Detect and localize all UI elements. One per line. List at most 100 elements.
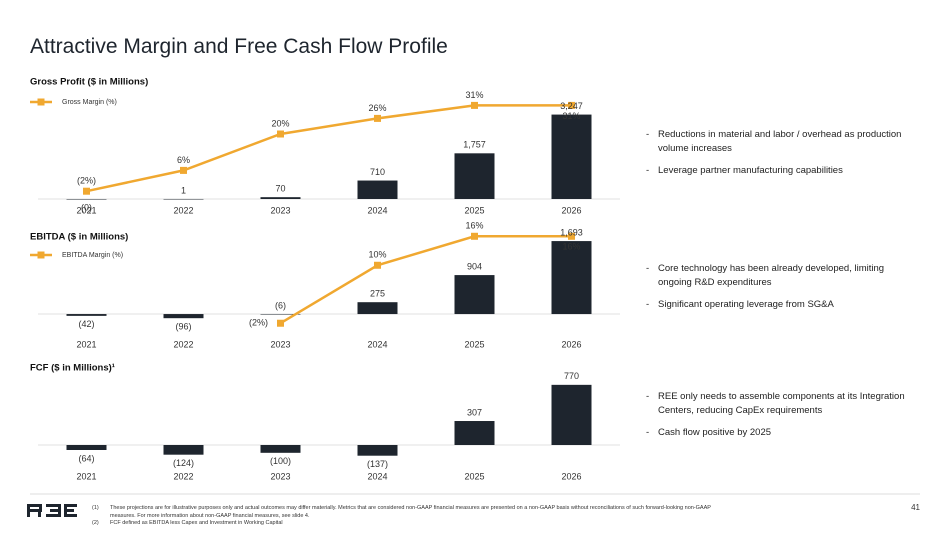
line-data-label: 10% — [368, 250, 386, 260]
line-marker — [374, 261, 381, 269]
x-tick-label: 2022 — [173, 205, 193, 215]
bullet-list: - Core technology has been already develo… — [646, 262, 916, 319]
line-marker — [471, 232, 478, 240]
line-data-label: 16% — [562, 242, 580, 252]
bullet-marker: - — [646, 298, 650, 310]
x-tick-label: 2025 — [464, 205, 484, 215]
bullet: - Reductions in material and labor / over… — [646, 128, 916, 156]
bar — [66, 445, 107, 450]
bar — [454, 421, 495, 445]
x-tick-label: 2023 — [270, 205, 290, 215]
line-data-label: 16% — [465, 221, 483, 231]
x-tick-label: 2025 — [464, 339, 484, 349]
bar — [260, 445, 301, 453]
x-tick-label: 2022 — [173, 471, 193, 481]
line-marker — [374, 114, 381, 122]
x-tick-label: 2026 — [561, 339, 581, 349]
line-marker — [277, 319, 284, 327]
data-label: 904 — [467, 261, 482, 271]
footnote-text: FCF defined as EBITDA less Capex and Inv… — [110, 520, 283, 527]
bar — [357, 302, 398, 315]
bullet-list: - REE only needs to assemble components a… — [646, 390, 916, 447]
data-label: 1 — [181, 185, 186, 195]
data-label: (64) — [78, 453, 94, 463]
line-marker — [568, 101, 575, 109]
line-marker — [277, 130, 284, 138]
data-label: (42) — [78, 319, 94, 329]
bar — [260, 314, 301, 315]
legend-label: Gross Margin (%) — [62, 99, 117, 106]
bar — [163, 314, 204, 319]
bullet-marker: - — [646, 391, 650, 402]
bar — [163, 198, 204, 200]
x-tick-label: 2025 — [464, 471, 484, 481]
bullet-text: Leverage partner manufacturing capabilit… — [658, 164, 843, 176]
line-marker — [83, 187, 90, 195]
bullet-text: Cash flow positive by 2025 — [658, 426, 772, 438]
line-data-label: 31% — [465, 90, 483, 100]
footnote: (1) These projections are for illustrativ… — [92, 505, 732, 520]
line — [86, 104, 572, 193]
data-label: 307 — [467, 407, 482, 417]
bullet-text: Core technology has been already develop… — [658, 263, 885, 288]
line-marker — [568, 232, 575, 240]
x-tick-label: 2024 — [367, 471, 387, 481]
x-tick-label: 2024 — [367, 205, 387, 215]
x-tick-label: 2026 — [561, 205, 581, 215]
x-tick-label: 2026 — [561, 471, 581, 481]
data-label: (137) — [367, 459, 388, 469]
bullet: - Core technology has been already develo… — [646, 262, 916, 290]
chart-title: FCF ($ in Millions)¹ — [30, 363, 115, 374]
x-tick-label: 2023 — [270, 339, 290, 349]
bullet-text: REE only needs to assemble components at… — [658, 391, 905, 416]
data-label: (96) — [175, 322, 191, 332]
legend-marker — [37, 98, 45, 106]
line-data-label: (2%) — [77, 176, 96, 186]
x-tick-label: 2024 — [367, 339, 387, 349]
legend-marker — [37, 251, 45, 259]
line-data-label: (2%) — [249, 318, 268, 328]
bar — [454, 275, 495, 315]
footnote-marker: (2) — [92, 520, 99, 527]
bar — [163, 445, 204, 455]
bar — [551, 241, 592, 315]
bar — [357, 445, 398, 456]
bar — [260, 197, 301, 199]
footnote: (2) FCF defined as EBITDA less Capex and … — [92, 520, 732, 528]
data-label: (124) — [173, 458, 194, 468]
data-label: (6) — [275, 300, 286, 310]
bullet-marker: - — [646, 129, 650, 140]
x-tick-label: 2021 — [76, 205, 96, 215]
legend-label: EBITDA Margin (%) — [62, 252, 123, 259]
bullet: - Significant operating leverage from SG&… — [646, 298, 916, 312]
data-label: 275 — [370, 289, 385, 299]
x-tick-label: 2022 — [173, 339, 193, 349]
x-tick-label: 2021 — [76, 471, 96, 481]
bar — [551, 384, 592, 445]
data-label: (100) — [270, 456, 291, 466]
footnotes: (1) These projections are for illustrativ… — [92, 505, 732, 528]
line-data-label: 31% — [562, 111, 580, 121]
footnote-text: These projections are for illustrative p… — [110, 505, 711, 519]
bullet-text: Significant operating leverage from SG&A — [658, 298, 834, 310]
bullet: - Cash flow positive by 2025 — [646, 426, 916, 440]
chart-title: Gross Profit ($ in Millions) — [30, 77, 148, 88]
footnote-marker: (1) — [92, 505, 99, 511]
bullet-list: - Reductions in material and labor / over… — [646, 128, 916, 185]
bullet-marker: - — [646, 263, 650, 274]
bar — [454, 153, 495, 199]
data-label: (0) — [81, 202, 92, 212]
bullet-marker: - — [646, 164, 650, 176]
bar — [357, 180, 398, 199]
line-data-label: 26% — [368, 103, 386, 113]
line-marker — [180, 166, 187, 174]
line-data-label: 6% — [177, 155, 190, 165]
bar — [551, 114, 592, 199]
x-tick-label: 2023 — [270, 471, 290, 481]
data-label: 1,693 — [560, 227, 583, 237]
bar — [66, 199, 107, 200]
slide-title: Attractive Margin and Free Cash Flow Pro… — [30, 35, 448, 58]
bar — [66, 314, 107, 316]
